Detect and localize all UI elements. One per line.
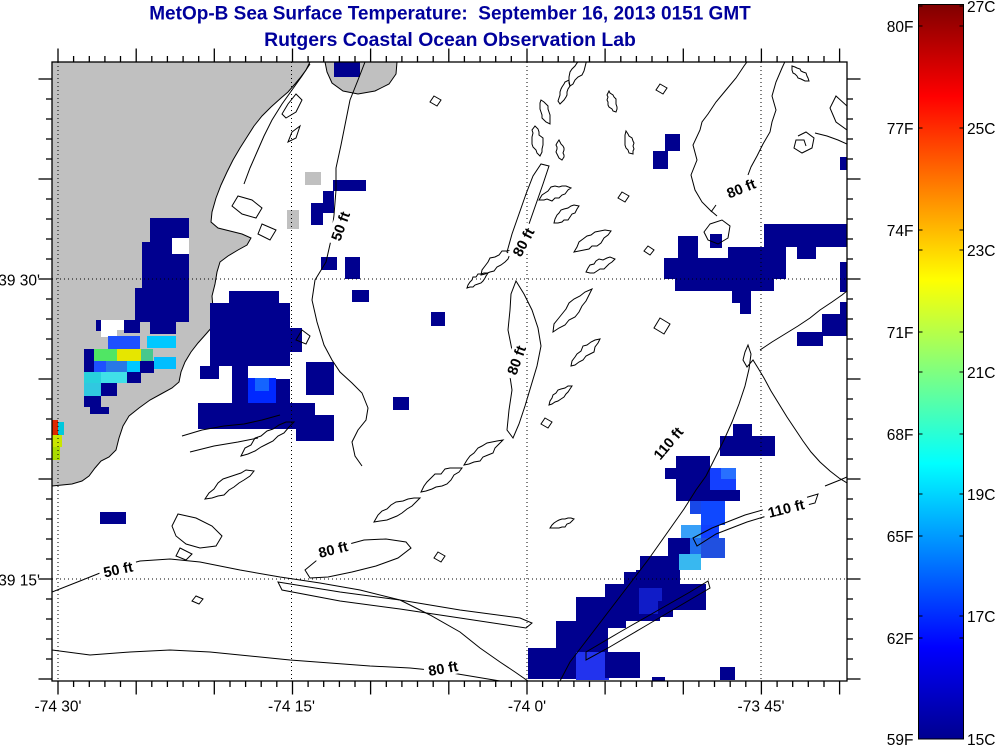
svg-text:68F: 68F [887, 427, 914, 444]
svg-text:80F: 80F [887, 19, 914, 36]
svg-text:62F: 62F [887, 631, 914, 648]
svg-text:17C: 17C [967, 609, 995, 626]
svg-text:59F: 59F [887, 732, 914, 749]
svg-text:50 ft: 50 ft [102, 560, 135, 582]
svg-text:65F: 65F [887, 529, 914, 546]
svg-text:39 30': 39 30' [0, 272, 40, 289]
svg-text:27C: 27C [967, 0, 995, 16]
svg-text:-73 45': -73 45' [738, 699, 785, 716]
svg-text:-74 15': -74 15' [268, 699, 315, 716]
svg-text:21C: 21C [967, 365, 995, 382]
svg-text:39 15': 39 15' [0, 572, 40, 589]
svg-text:Rutgers Coastal Ocean Observat: Rutgers Coastal Ocean Observation Lab [264, 29, 636, 51]
svg-text:80 ft: 80 ft [427, 659, 459, 680]
svg-text:77F: 77F [887, 121, 914, 138]
svg-text:-74 0': -74 0' [508, 699, 546, 716]
svg-text:25C: 25C [967, 121, 995, 138]
svg-text:MetOp-B Sea Surface Temperatur: MetOp-B Sea Surface Temperature: Septemb… [149, 3, 751, 24]
svg-text:71F: 71F [887, 325, 914, 342]
svg-text:23C: 23C [967, 243, 995, 260]
svg-text:-74 30': -74 30' [35, 699, 82, 716]
svg-text:15C: 15C [967, 732, 995, 749]
svg-text:74F: 74F [887, 223, 914, 240]
svg-text:80 ft: 80 ft [317, 539, 350, 562]
svg-text:19C: 19C [967, 487, 995, 504]
